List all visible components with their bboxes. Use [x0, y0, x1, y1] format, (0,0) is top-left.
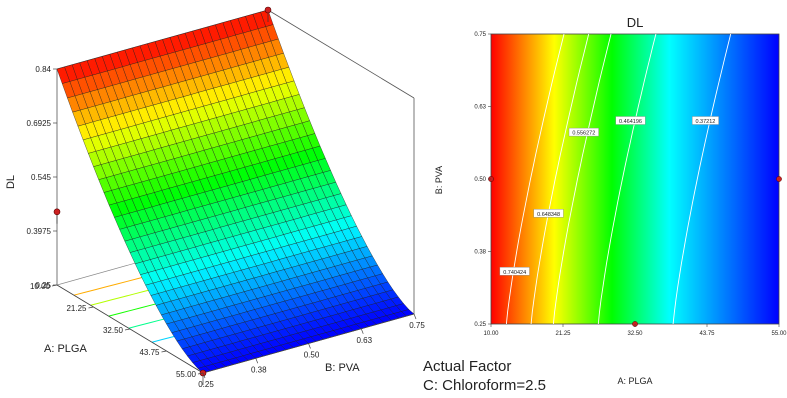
contour-label: 0.740424	[503, 270, 526, 276]
contour-y-tick-label: 0.63	[474, 105, 486, 111]
surface-x-tick-label: 10.00	[30, 282, 51, 291]
surface-x-ticks: 10.00 21.25 32.50 43.75 55.00	[30, 282, 204, 379]
surface-z-tick-label: 0.84	[35, 65, 51, 74]
contour-y-tick-label: 0.25	[474, 322, 486, 328]
surface-x-tick-label: 43.75	[139, 348, 160, 357]
factor-value: C: Chloroform=2.5	[423, 377, 546, 394]
contour-label-box	[615, 116, 646, 125]
contour-label: 0.464196	[619, 119, 642, 125]
contour-line	[672, 33, 732, 325]
surface-y-tick-label: 0.63	[356, 336, 372, 345]
contour-x-label: A: PLGA	[617, 376, 652, 386]
surface-x-tick-label: 55.00	[176, 370, 197, 379]
contour-y-ticks: 0.25 0.38 0.50 0.63 0.75	[474, 32, 491, 328]
surface-y-tick	[413, 313, 417, 320]
contour-label-box	[568, 127, 599, 137]
surface-y-tick	[360, 328, 364, 334]
contour-line	[530, 33, 590, 325]
surface-x-label: A: PLGA	[44, 343, 87, 355]
contour-line	[597, 33, 657, 325]
surface-y-tick-label: 0.38	[251, 365, 267, 374]
contour-y-tick-label: 0.50	[474, 177, 486, 183]
surface-y-tick-label: 0.75	[409, 321, 425, 330]
contour-plot-area	[490, 33, 780, 325]
contour-design-point	[776, 176, 782, 182]
contour-label: 0.37212	[695, 119, 715, 125]
contour-x-tick-label: 55.00	[771, 331, 787, 337]
surface-y-label: B: PVA	[325, 362, 360, 374]
surface-design-point	[264, 6, 272, 14]
surface-y-tick-label: 0.50	[304, 351, 320, 360]
surface-design-point	[53, 208, 61, 216]
contour-label: 0.556272	[572, 131, 595, 137]
surface-x-tick	[161, 350, 167, 353]
surface-z-tick-label: 0.6925	[27, 119, 52, 128]
contour-label-box	[692, 116, 719, 125]
surface-x-tick	[51, 284, 58, 287]
surface-y-tick	[255, 358, 259, 364]
contour-y-tick-label: 0.38	[474, 250, 486, 256]
surface-z-tick-label: 0.545	[31, 173, 52, 182]
contour-labels: 0.740424 0.648348 0.556272 0.464196 0.37212	[499, 116, 719, 276]
surface-x-tick	[124, 328, 131, 331]
surface-plot: 0.84 0.6925 0.545 0.3975 0.25 10.00 21.25 32.5…	[5, 6, 425, 389]
contour-y-tick-label: 0.75	[474, 32, 486, 38]
contour-x-tick-label: 32.50	[627, 331, 643, 337]
contour-label-box	[533, 209, 564, 218]
contour-x-tick-label: 10.00	[483, 331, 499, 337]
surface-z-ticks: 0.84 0.6925 0.545 0.3975 0.25	[27, 65, 57, 290]
surface-x-tick-label: 32.50	[103, 326, 124, 335]
surface-y-tick	[202, 372, 206, 379]
contour-x-tick-label: 43.75	[699, 331, 715, 337]
surface-z-tick-label: 0.25	[35, 281, 51, 290]
contour-x-ticks: 10.00 21.25 32.50 43.75 55.00	[483, 324, 787, 337]
surface-mesh	[56, 9, 415, 374]
contour-title: DL	[627, 15, 644, 30]
contour-y-label: B: PVA	[434, 166, 444, 194]
factor-heading: Actual Factor	[423, 358, 511, 375]
surface-x-tick	[197, 372, 204, 375]
surface-z-label: DL	[5, 175, 17, 189]
surface-z-tick-label: 0.3975	[27, 227, 52, 236]
surface-x-tick	[88, 306, 94, 309]
contour-label: 0.648348	[537, 212, 560, 218]
contour-x-tick-label: 21.25	[555, 331, 571, 337]
surface-y-ticks: 0.25 0.38 0.50 0.63 0.75	[198, 313, 425, 389]
surface-box-edge	[267, 9, 415, 99]
surface-y-tick-label: 0.25	[198, 380, 214, 389]
surface-y-tick	[308, 343, 311, 349]
surface-x-tick-label: 21.25	[66, 304, 87, 313]
contour-line	[552, 33, 612, 325]
contour-line	[505, 33, 565, 325]
contour-label-box	[499, 267, 530, 276]
contour-lines	[505, 33, 732, 325]
